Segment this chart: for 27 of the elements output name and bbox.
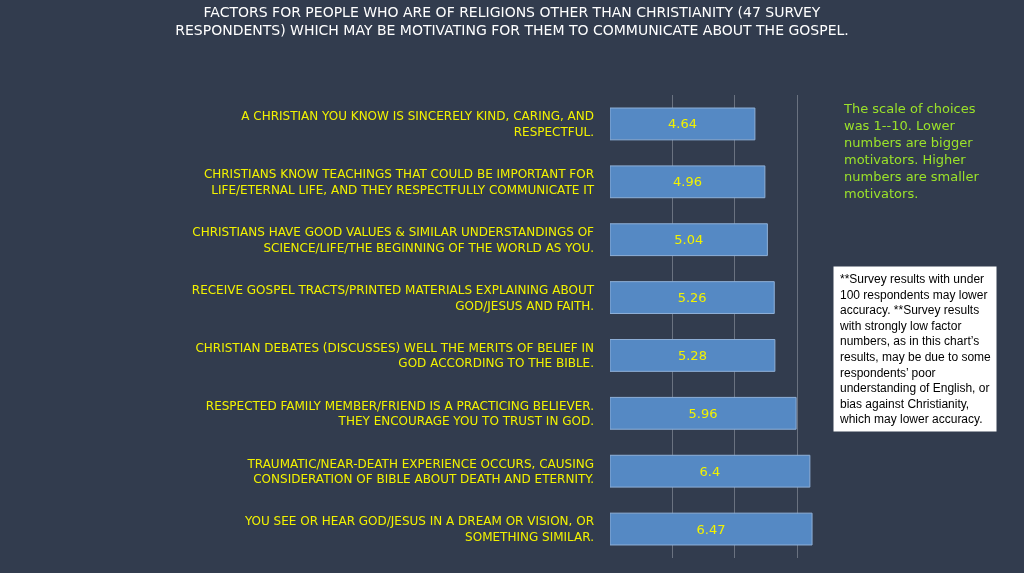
text: **Survey results with under 100 respondents may lower accuracy. **Survey results with strongly low factor numbers, as in this chart’s results, may be due to some respondents’ poor understanding of English, or bias against Christianity, which may lower accuracy. <box>840 272 991 427</box>
bar <box>610 454 811 488</box>
data-label: 6.4 <box>699 463 721 479</box>
y-tick-label: RECEIVE GOSPEL TRACTS/PRINTED MATERIALS EXPLAINING ABOUT GOD/JESUS AND FAITH. <box>191 282 595 313</box>
bar <box>610 281 775 314</box>
chart-title: FACTORS FOR PEOPLE WHO ARE OF RELIGIONS OTHER THAN CHRISTIANITY (47 SURVEY RESPONDENTS) WHICH MAY BE MOTIVATING FOR THEM TO COMMUNICATE ABOUT THE GOSPEL. <box>175 4 849 39</box>
y-tick-label: YOU SEE OR HEAR GOD/JESUS IN A DREAM OR VISION, OR SOMETHING SIMILAR. <box>243 514 594 545</box>
data-label: 5.28 <box>677 347 707 363</box>
text: The scale of choices was 1--10. Lower numbers are bigger motivators. Higher numbers are smaller motivators. <box>843 101 980 201</box>
bar <box>610 339 776 372</box>
y-tick-label: CHRISTIAN DEBATES (DISCUSSES) WELL THE MERITS OF BELIEF IN GOD ACCORDING TO THE BIBLE. <box>195 340 594 371</box>
y-tick-label: TRAUMATIC/NEAR-DEATH EXPERIENCE OCCURS, CAUSING CONSIDERATION OF BIBLE ABOUT DEATH AND ETERNITY. <box>246 456 594 487</box>
bar <box>610 107 756 141</box>
data-label: 4.64 <box>667 116 697 132</box>
y-tick-label: CHRISTIANS HAVE GOOD VALUES & SIMILAR UNDERSTANDINGS OF SCIENCE/LIFE/THE BEGINNING OF THE WORLD AS YOU. <box>192 225 595 255</box>
bar <box>610 223 768 257</box>
data-label: 6.47 <box>696 521 726 537</box>
data-label: 4.96 <box>672 174 702 190</box>
bar <box>610 512 813 546</box>
bar <box>610 396 797 430</box>
data-label: 5.04 <box>674 232 704 248</box>
y-tick-label: RESPECTED FAMILY MEMBER/FRIEND IS A PRACTICING BELIEVER. THEY ENCOURAGE YOU TO TRUST IN GOD. <box>205 398 594 429</box>
y-tick-label: A CHRISTIAN YOU KNOW IS SINCERELY KIND, CARING, AND RESPECTFUL. <box>241 109 594 139</box>
data-label: 5.96 <box>688 405 718 421</box>
bar <box>610 165 766 199</box>
data-label: 5.26 <box>677 290 707 306</box>
y-tick-label: CHRISTIANS KNOW TEACHINGS THAT COULD BE IMPORTANT FOR LIFE/ETERNAL LIFE, AND THEY RESPECTFULLY COMMUNICATE IT <box>203 167 595 197</box>
